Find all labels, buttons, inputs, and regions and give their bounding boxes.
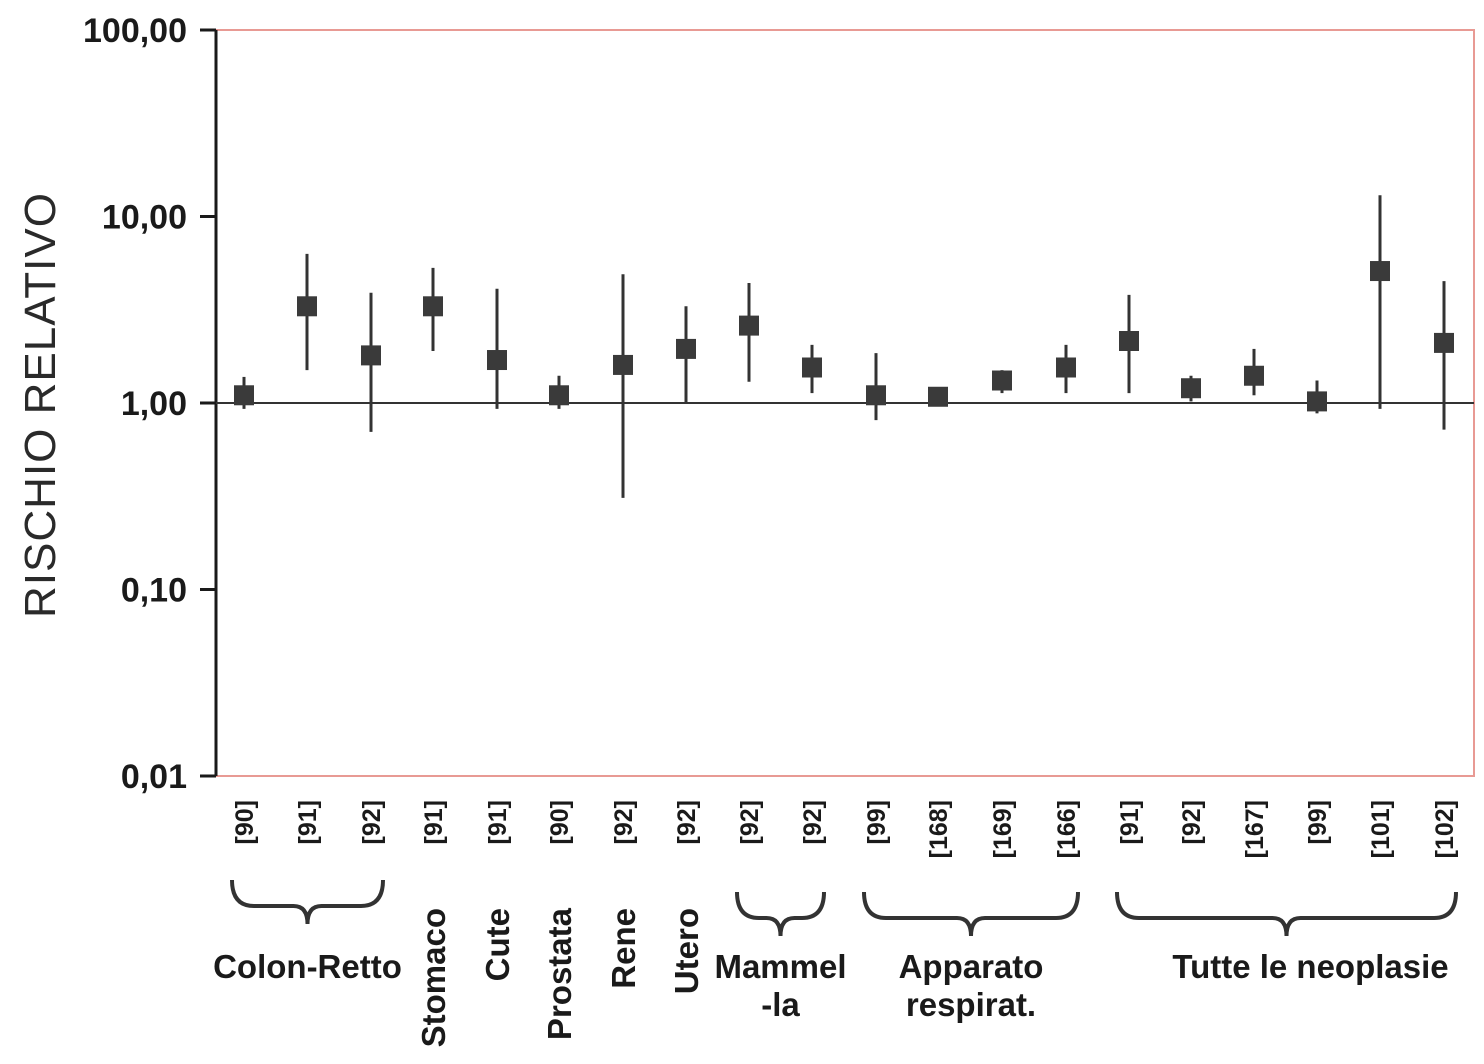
data-point — [487, 288, 507, 409]
data-point — [423, 267, 443, 352]
point-estimate-marker — [992, 370, 1012, 391]
x-category-label: [101] — [1367, 800, 1395, 858]
group-brace — [862, 891, 1080, 937]
x-category-label: [92] — [610, 800, 638, 844]
x-category-label: [99] — [863, 800, 891, 844]
data-point — [234, 376, 254, 409]
y-axis: 100,00 10,00 1,00 0,10 0,01 — [83, 12, 218, 796]
data-marks — [234, 195, 1454, 498]
point-estimate-marker — [1307, 391, 1327, 412]
point-estimate-marker — [361, 345, 381, 366]
point-estimate-marker — [1181, 378, 1201, 399]
x-category-label: [90] — [231, 800, 259, 844]
point-estimate-marker — [1370, 261, 1390, 282]
x-category-label: [168] — [925, 800, 953, 858]
point-estimate-marker — [613, 354, 633, 375]
point-estimate-marker — [549, 385, 569, 406]
group-label: Prostata — [541, 907, 578, 1040]
point-estimate-marker — [487, 350, 507, 371]
data-point — [613, 274, 633, 498]
data-point — [739, 282, 759, 382]
x-category-label: [92] — [673, 800, 701, 844]
group-label: Colon-Retto — [213, 948, 402, 985]
data-point — [1434, 281, 1454, 430]
y-tick-label: 0,10 — [121, 572, 187, 610]
group-label: Apparato respirat. — [899, 948, 1044, 1023]
y-tick-label: 1,00 — [121, 385, 187, 423]
x-category-labels: [90] [91] [92] [91] [91] [90] [92] [92] [92] [92]… — [231, 800, 1459, 858]
data-point — [1307, 380, 1327, 414]
point-estimate-marker — [676, 338, 696, 359]
data-point — [992, 370, 1012, 394]
data-point — [297, 253, 317, 371]
x-category-label: [91] — [294, 800, 322, 844]
group-label: Mammel -la — [714, 948, 846, 1023]
data-point — [1056, 344, 1076, 394]
y-tick-label: 10,00 — [102, 199, 187, 237]
x-category-label: [167] — [1241, 800, 1269, 858]
x-category-label: [166] — [1053, 800, 1081, 858]
x-category-label: [92] — [799, 800, 827, 844]
data-point — [802, 344, 822, 394]
group-brace — [1115, 891, 1458, 937]
x-category-label: [91] — [484, 800, 512, 844]
group-label: Cute — [479, 908, 516, 981]
point-estimate-marker — [297, 296, 317, 317]
x-category-label: [99] — [1304, 800, 1332, 844]
group-labels: Colon-Retto Stomaco Cute Prostata Rene Utero M… — [213, 879, 1458, 1047]
data-point — [866, 353, 886, 421]
point-estimate-marker — [423, 296, 443, 317]
data-point — [1181, 375, 1201, 402]
point-estimate-marker — [1119, 331, 1139, 352]
point-estimate-marker — [866, 385, 886, 406]
data-point — [1119, 294, 1139, 394]
data-point — [361, 292, 381, 432]
x-category-label: [92] — [1178, 800, 1206, 844]
x-category-label: [91] — [420, 800, 448, 844]
group-label: Rene — [605, 908, 642, 989]
x-category-label: [169] — [989, 800, 1017, 858]
group-label: Utero — [668, 908, 705, 994]
point-estimate-marker — [802, 357, 822, 378]
group-label: Tutte le neoplasie — [1172, 948, 1448, 985]
point-estimate-marker — [1434, 332, 1454, 353]
point-estimate-marker — [1244, 365, 1264, 386]
data-point — [1244, 348, 1264, 396]
x-category-label: [92] — [358, 800, 386, 844]
y-tick-label: 0,01 — [121, 758, 187, 796]
data-point — [549, 375, 569, 409]
x-category-label: [102] — [1431, 800, 1459, 858]
y-tick-label: 100,00 — [83, 12, 187, 50]
data-point — [928, 386, 948, 407]
data-point — [1370, 195, 1390, 409]
y-axis-label: RISCHIO RELATIVO — [16, 192, 65, 618]
point-estimate-marker — [739, 315, 759, 336]
x-category-label: [91] — [1116, 800, 1144, 844]
point-estimate-marker — [234, 385, 254, 406]
point-estimate-marker — [1056, 357, 1076, 378]
x-category-label: [92] — [736, 800, 764, 844]
x-category-label: [90] — [546, 800, 574, 844]
group-brace — [230, 879, 385, 925]
group-label: Stomaco — [415, 908, 452, 1047]
group-brace — [735, 891, 826, 937]
point-estimate-marker — [928, 386, 948, 407]
data-point — [676, 306, 696, 403]
